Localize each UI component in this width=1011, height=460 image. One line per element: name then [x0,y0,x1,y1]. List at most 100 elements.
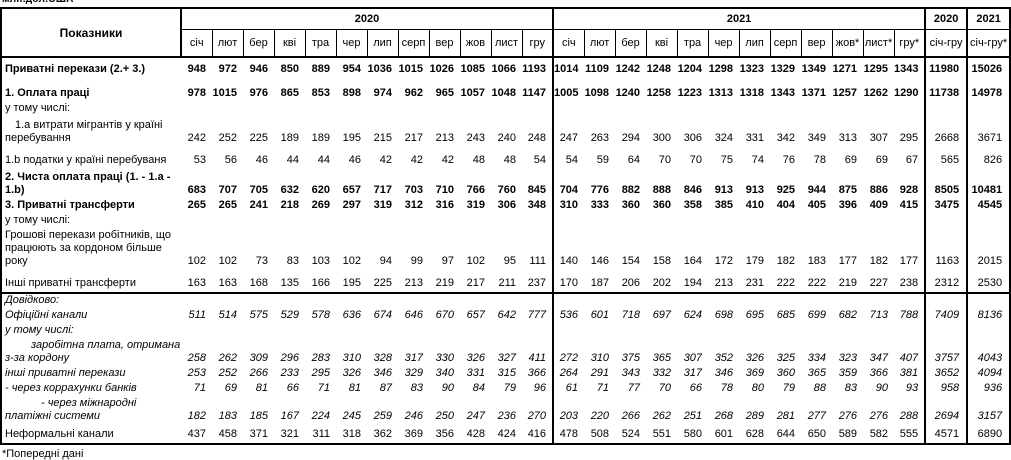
value-cell-2021: 80 [751,382,765,394]
value-cell-2021: 342 [776,132,796,144]
total-cell-2021 [966,324,1011,339]
value-cell-2020: 48 [472,154,485,166]
value-cell-2020: 329 [404,367,423,379]
value-cell-2021: 288 [899,410,919,422]
value-cell-2020 [274,292,305,309]
value-cell-2021: 140 [552,229,585,270]
table-row: - через коррахунки банків 71 69 81 66 71 81 87 8… [1,382,1011,397]
value-cell-2020: 237 [527,277,547,289]
value-cell-2020 [181,214,212,229]
value-cell-2020: 1036 [367,63,392,75]
total-cell-2021: 3157 [966,397,1011,425]
value-cell-2021: 1318 [739,87,765,99]
total-cell-2021: 936 [966,382,1011,397]
value-cell-2021: 846 [683,184,703,196]
value-cell-2021 [770,102,801,117]
value-cell-2020 [491,292,522,309]
total-header-2020: 2020 [924,7,968,30]
value-cell-2020 [274,324,305,339]
value-cell-2021: 650 [807,428,827,440]
total-cell-2021: 8136 [966,309,1011,324]
value-cell-2021: 324 [714,132,734,144]
row-label: 2. Чиста оплата праці (1. - 1.a - 1.b) [5,171,171,196]
month-header-2020: лип [366,29,399,58]
value-cell-2021: 1005 [552,85,585,102]
value-cell-2020: 646 [404,309,423,321]
value-cell-2020: 258 [187,352,206,364]
value-cell-2020 [398,214,429,229]
value-cell-2020: 777 [527,309,547,321]
value-cell-2021: 882 [621,184,641,196]
value-cell-2020: 266 [249,367,268,379]
value-cell-2020: 346 [373,367,392,379]
value-cell-2021: 375 [621,352,641,364]
value-cell-2021: 1290 [894,87,919,99]
total-cell-2021: 4043 [966,339,1011,367]
value-cell-2020: 529 [280,309,299,321]
value-cell-2020: 265 [218,199,237,211]
row-label: Довідково: [1,292,181,309]
unit-note: млн.дол.США [0,0,1011,7]
value-cell-2021 [832,214,863,229]
value-cell-2020 [181,324,212,339]
row-label: заробітна плата, отримана з-за кордону [5,339,181,364]
value-cell-2020: 424 [497,428,516,440]
value-cell-2020: 437 [187,428,206,440]
value-cell-2020: 974 [373,87,392,99]
value-cell-2021: 580 [683,428,703,440]
value-cell-2020: 211 [498,277,516,289]
total-cell-2020: 958 [924,382,968,397]
value-cell-2020: 632 [280,184,299,196]
value-cell-2021 [863,102,894,117]
value-cell-2021: 888 [652,184,672,196]
value-cell-2021 [584,324,615,339]
value-cell-2020: 56 [224,154,237,166]
value-cell-2020 [429,292,460,309]
value-cell-2021: 238 [899,277,919,289]
value-cell-2020: 83 [286,255,299,267]
total-cell-2021: 4545 [966,199,1011,214]
value-cell-2021: 306 [683,132,703,144]
table-row: - через міжнародні платіжні системи 182 18… [1,397,1011,425]
value-cell-2020: 42 [441,154,454,166]
value-cell-2021 [552,324,585,339]
total-cell-2020: 4571 [924,425,968,444]
value-cell-2020: 270 [527,410,547,422]
value-cell-2021: 478 [552,425,585,444]
value-cell-2021: 76 [782,154,796,166]
value-cell-2020: 1066 [491,63,516,75]
total-subheader-2020: січ-гру [924,29,968,58]
month-header-2021: чер [707,29,740,58]
table-row: Офіційні канали 511 514 575 529 578 636 674 646 6… [1,309,1011,324]
value-cell-2021: 66 [689,382,703,394]
value-cell-2020: 102 [187,255,206,267]
value-cell-2021: 524 [621,428,641,440]
value-cell-2021: 61 [552,382,585,397]
value-cell-2021: 69 [844,154,858,166]
value-cell-2020: 269 [311,199,330,211]
total-cell-2021: 826 [966,147,1011,169]
value-cell-2020: 1057 [460,87,485,99]
value-cell-2020 [212,214,243,229]
value-cell-2021 [677,292,709,309]
value-cell-2020: 97 [441,255,454,267]
value-cell-2021: 365 [652,352,672,364]
value-cell-2021 [739,292,771,309]
value-cell-2021: 307 [869,132,889,144]
value-cell-2020: 46 [255,154,268,166]
value-cell-2020: 217 [466,277,485,289]
value-cell-2021: 70 [689,154,703,166]
value-cell-2020: 845 [527,184,547,196]
value-cell-2021: 262 [652,410,672,422]
row-label: у тому числі: [5,324,74,336]
table-body: Приватні перекази (2.+ 3.) 948 972 946 850 88… [1,57,1011,444]
value-cell-2020: 252 [218,132,237,144]
value-cell-2020: 674 [373,309,392,321]
value-cell-2020 [336,214,367,229]
value-cell-2020: 657 [342,184,361,196]
value-cell-2020 [522,214,553,229]
value-cell-2021: 601 [590,309,610,321]
value-cell-2020 [522,102,553,117]
value-cell-2021: 64 [627,154,641,166]
value-cell-2021: 331 [745,132,765,144]
